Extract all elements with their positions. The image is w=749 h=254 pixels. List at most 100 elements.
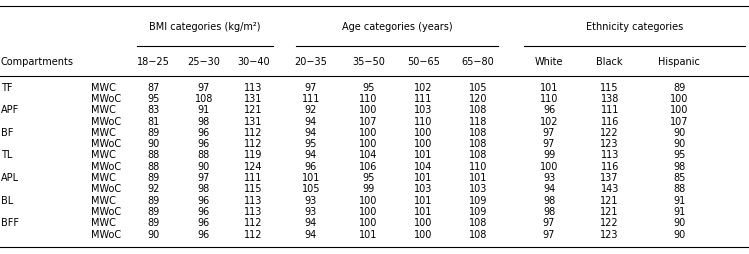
Text: 93: 93 <box>543 173 555 183</box>
Text: 102: 102 <box>414 83 432 93</box>
Text: 111: 111 <box>302 94 320 104</box>
Text: 101: 101 <box>360 230 377 240</box>
Text: 96: 96 <box>198 139 210 149</box>
Text: 101: 101 <box>414 150 432 161</box>
Text: 124: 124 <box>244 162 262 172</box>
Text: BL: BL <box>1 196 13 206</box>
Text: 95: 95 <box>363 83 374 93</box>
Text: 108: 108 <box>469 139 487 149</box>
Text: 112: 112 <box>244 218 262 228</box>
Text: 65−80: 65−80 <box>461 57 494 67</box>
Text: Black: Black <box>596 57 623 67</box>
Text: 20−35: 20−35 <box>294 57 327 67</box>
Text: 111: 111 <box>601 105 619 115</box>
Text: 90: 90 <box>673 218 685 228</box>
Text: MWC: MWC <box>91 150 115 161</box>
Text: White: White <box>535 57 563 67</box>
Text: 121: 121 <box>601 207 619 217</box>
Text: 121: 121 <box>601 196 619 206</box>
Text: 113: 113 <box>244 196 262 206</box>
Text: 138: 138 <box>601 94 619 104</box>
Text: 106: 106 <box>360 162 377 172</box>
Text: 96: 96 <box>198 128 210 138</box>
Text: 85: 85 <box>673 173 685 183</box>
Text: MWC: MWC <box>91 105 115 115</box>
Text: 83: 83 <box>148 105 160 115</box>
Text: 94: 94 <box>305 218 317 228</box>
Text: 96: 96 <box>543 105 555 115</box>
Text: 105: 105 <box>469 83 487 93</box>
Text: 99: 99 <box>363 184 374 194</box>
Text: 94: 94 <box>305 117 317 126</box>
Text: MWoC: MWoC <box>91 230 121 240</box>
Text: APL: APL <box>1 173 19 183</box>
Text: 98: 98 <box>543 196 555 206</box>
Text: 94: 94 <box>305 128 317 138</box>
Text: 101: 101 <box>469 173 487 183</box>
Text: 100: 100 <box>360 196 377 206</box>
Text: MWoC: MWoC <box>91 184 121 194</box>
Text: Compartments: Compartments <box>1 57 73 67</box>
Text: 88: 88 <box>148 162 160 172</box>
Text: 131: 131 <box>244 94 262 104</box>
Text: 137: 137 <box>601 173 619 183</box>
Text: 100: 100 <box>414 230 432 240</box>
Text: 98: 98 <box>198 117 210 126</box>
Text: 90: 90 <box>673 128 685 138</box>
Text: 111: 111 <box>244 173 262 183</box>
Text: 108: 108 <box>469 105 487 115</box>
Text: 123: 123 <box>601 230 619 240</box>
Text: 100: 100 <box>670 94 688 104</box>
Text: 101: 101 <box>414 207 432 217</box>
Text: 108: 108 <box>195 94 213 104</box>
Text: 113: 113 <box>601 150 619 161</box>
Text: 89: 89 <box>148 128 160 138</box>
Text: 89: 89 <box>673 83 685 93</box>
Text: 101: 101 <box>540 83 558 93</box>
Text: 112: 112 <box>244 139 262 149</box>
Text: 96: 96 <box>198 218 210 228</box>
Text: 100: 100 <box>360 218 377 228</box>
Text: BF: BF <box>1 128 13 138</box>
Text: 91: 91 <box>198 105 210 115</box>
Text: 116: 116 <box>601 162 619 172</box>
Text: 116: 116 <box>601 117 619 126</box>
Text: 89: 89 <box>148 196 160 206</box>
Text: 109: 109 <box>469 207 487 217</box>
Text: 97: 97 <box>543 230 555 240</box>
Text: 107: 107 <box>670 117 688 126</box>
Text: BFF: BFF <box>1 218 19 228</box>
Text: 143: 143 <box>601 184 619 194</box>
Text: 108: 108 <box>469 230 487 240</box>
Text: 88: 88 <box>148 150 160 161</box>
Text: 95: 95 <box>363 173 374 183</box>
Text: 88: 88 <box>198 150 210 161</box>
Text: 95: 95 <box>673 150 685 161</box>
Text: 89: 89 <box>148 173 160 183</box>
Text: 100: 100 <box>414 139 432 149</box>
Text: 123: 123 <box>601 139 619 149</box>
Text: 94: 94 <box>305 150 317 161</box>
Text: 94: 94 <box>305 230 317 240</box>
Text: 121: 121 <box>244 105 262 115</box>
Text: 81: 81 <box>148 117 160 126</box>
Text: 95: 95 <box>148 94 160 104</box>
Text: 122: 122 <box>601 218 619 228</box>
Text: MWC: MWC <box>91 83 115 93</box>
Text: 92: 92 <box>305 105 317 115</box>
Text: 96: 96 <box>198 207 210 217</box>
Text: 96: 96 <box>198 230 210 240</box>
Text: 50−65: 50−65 <box>407 57 440 67</box>
Text: 122: 122 <box>601 128 619 138</box>
Text: MWoC: MWoC <box>91 162 121 172</box>
Text: 110: 110 <box>414 117 432 126</box>
Text: 87: 87 <box>148 83 160 93</box>
Text: 93: 93 <box>305 196 317 206</box>
Text: 96: 96 <box>305 162 317 172</box>
Text: 104: 104 <box>414 162 432 172</box>
Text: 89: 89 <box>148 207 160 217</box>
Text: 98: 98 <box>543 207 555 217</box>
Text: 99: 99 <box>543 150 555 161</box>
Text: 115: 115 <box>244 184 262 194</box>
Text: 98: 98 <box>673 162 685 172</box>
